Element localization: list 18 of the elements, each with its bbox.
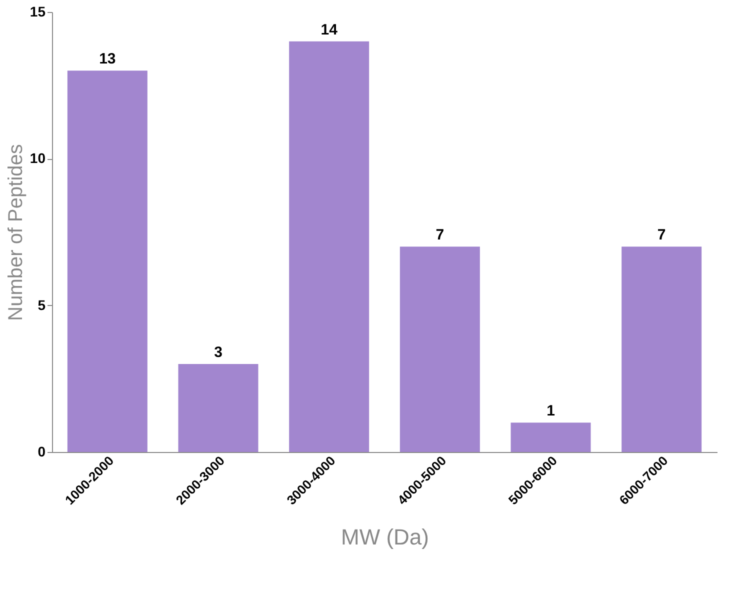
bar: [178, 364, 258, 452]
bar: [289, 41, 370, 452]
y-tick-label: 5: [38, 296, 46, 313]
data-label: 14: [320, 21, 338, 38]
bar: [67, 70, 148, 452]
bar: [400, 246, 480, 452]
y-tick-label: 0: [38, 444, 46, 460]
data-label: 7: [436, 226, 444, 244]
y-tick-label: 15: [30, 4, 46, 20]
data-label: 1: [546, 402, 555, 420]
data-label: 7: [657, 226, 666, 244]
y-axis-title: Number of Peptides: [4, 144, 27, 321]
data-label: 13: [99, 50, 116, 68]
bar: [510, 422, 591, 452]
y-tick-label: 10: [30, 150, 46, 166]
data-label: 3: [214, 344, 222, 361]
bar: [622, 246, 702, 452]
x-axis-title: MW (Da): [341, 524, 429, 550]
